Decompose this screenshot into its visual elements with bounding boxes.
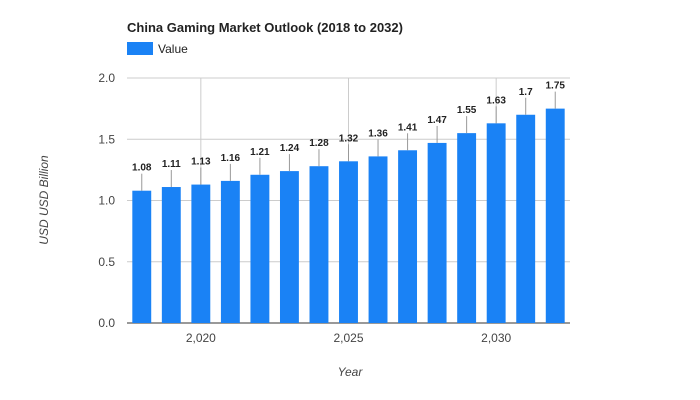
x-axis-title: Year <box>338 365 364 379</box>
data-label: 1.16 <box>221 153 241 164</box>
data-label: 1.75 <box>545 81 565 92</box>
x-axis-ticks: 2,020 2,025 2,030 <box>186 331 512 345</box>
legend-swatch-value <box>127 42 153 55</box>
x-tick-label: 2,020 <box>186 331 216 345</box>
bar <box>398 150 418 323</box>
y-axis-title: USD USD Billion <box>37 155 51 245</box>
legend: Value <box>127 42 188 56</box>
data-label: 1.11 <box>162 159 181 170</box>
y-tick-label: 0.5 <box>98 255 115 269</box>
y-tick-label: 2.0 <box>98 71 115 85</box>
data-label: 1.13 <box>191 157 211 168</box>
x-tick-label: 2,025 <box>333 331 363 345</box>
legend-label-value: Value <box>158 42 188 56</box>
bar <box>486 123 506 323</box>
bar <box>457 133 477 323</box>
bar <box>545 108 565 323</box>
data-label: 1.63 <box>486 95 506 106</box>
x-tick-label: 2,030 <box>481 331 511 345</box>
data-label: 1.36 <box>368 128 388 139</box>
bar <box>161 187 181 323</box>
data-label: 1.47 <box>427 115 447 126</box>
data-label: 1.08 <box>132 163 152 174</box>
data-labels: 1.08 1.11 1.13 1.16 1.21 1.24 1.28 1.32 1.36 1.41… <box>132 81 565 191</box>
bar <box>339 161 358 323</box>
data-label: 1.24 <box>280 143 300 154</box>
data-label: 1.55 <box>457 105 477 116</box>
data-label: 1.41 <box>398 122 418 133</box>
chart-title: China Gaming Market Outlook (2018 to 203… <box>127 20 403 35</box>
data-label: 1.21 <box>250 147 270 158</box>
y-axis-ticks: 0.0 0.5 1.0 1.5 2.0 <box>98 71 115 330</box>
bar <box>250 174 270 323</box>
bar <box>309 166 329 323</box>
bar <box>279 171 299 323</box>
bar <box>220 180 240 323</box>
y-tick-label: 0.0 <box>98 316 115 330</box>
data-label: 1.28 <box>309 138 329 149</box>
bars <box>132 108 565 323</box>
bar <box>427 142 447 323</box>
y-tick-label: 1.0 <box>98 194 115 208</box>
bar <box>516 114 536 323</box>
data-label: 1.7 <box>519 87 533 98</box>
bar <box>132 190 152 323</box>
bar <box>191 184 211 323</box>
bar <box>368 156 388 323</box>
y-tick-label: 1.5 <box>98 132 115 146</box>
data-label: 1.32 <box>339 133 359 144</box>
